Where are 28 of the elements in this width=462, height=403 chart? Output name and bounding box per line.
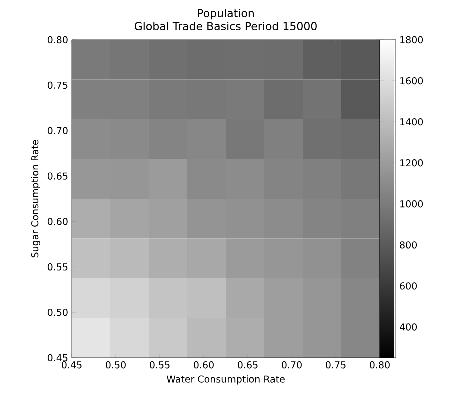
x-tick-label: 0.55 <box>150 362 170 369</box>
color-bar-label: 1600 <box>400 77 424 85</box>
y-tick-label: 0.45 <box>48 354 68 362</box>
y-tick-label: 0.70 <box>48 127 68 134</box>
x-tick-label: 0.60 <box>194 362 214 369</box>
color-bar-label: 1400 <box>400 118 424 126</box>
chart-title: Population <box>198 8 254 20</box>
color-bar-label: 600 <box>400 282 418 290</box>
color-bar-label: 800 <box>400 242 418 249</box>
y-tick-label: 0.55 <box>48 264 68 271</box>
x-tick-label: 0.50 <box>106 362 126 369</box>
y-axis-title: Sugar Consumption Rate <box>31 140 40 258</box>
x-tick-label: 0.75 <box>326 362 346 369</box>
y-tick-label: 0.50 <box>48 308 68 316</box>
color-bar-label: 400 <box>400 324 418 331</box>
y-tick-label: 0.65 <box>48 172 68 180</box>
y-tick-label: 0.75 <box>48 82 68 90</box>
color-bar-label: 1800 <box>400 36 424 44</box>
x-tick-label: 0.70 <box>282 362 302 369</box>
color-bar-label: 1000 <box>400 200 424 208</box>
color-bar-label: 1200 <box>400 160 424 167</box>
y-tick-label: 0.80 <box>48 36 68 44</box>
y-tick-label: 0.60 <box>48 218 68 226</box>
chart-subtitle: Global Trade Basics Period 15000 <box>134 22 317 30</box>
x-tick-label: 0.80 <box>370 362 390 369</box>
x-tick-label: 0.45 <box>62 362 82 369</box>
x-axis-title: Water Consumption Rate <box>166 376 285 385</box>
x-tick-label: 0.65 <box>238 362 258 369</box>
